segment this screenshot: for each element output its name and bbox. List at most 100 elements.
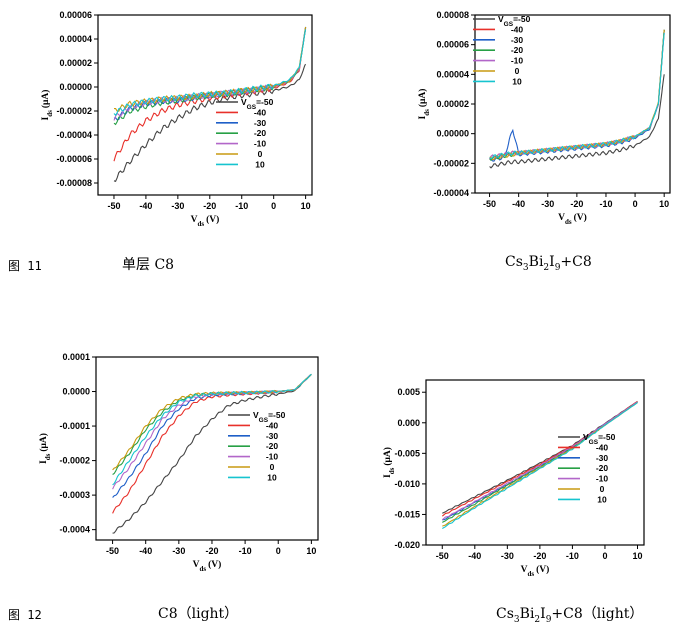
- y-tick-label: -0.0004: [59, 525, 90, 535]
- legend-label: 0: [600, 484, 605, 494]
- x-tick-label: 10: [306, 546, 316, 556]
- legend-label: 10: [267, 472, 277, 482]
- x-tick-label: 10: [632, 551, 642, 561]
- x-tick-label: -50: [107, 201, 120, 211]
- y-tick-label: -0.00002: [433, 158, 469, 168]
- x-axis-label: Vds (V): [521, 564, 550, 578]
- y-tick-label: -0.00006: [56, 154, 92, 164]
- legend-label: 10: [512, 76, 522, 86]
- y-tick-label: 0.0001: [62, 352, 90, 362]
- x-tick-label: -10: [235, 201, 248, 211]
- y-axis-label: Ids(μA): [417, 89, 431, 120]
- y-tick-label: 0.00002: [436, 99, 469, 109]
- y-tick-label: -0.015: [394, 509, 420, 519]
- plot-frame: [97, 14, 313, 196]
- legend-label: -10: [511, 56, 524, 66]
- x-tick-label: 10: [659, 199, 669, 209]
- legend-label: -20: [596, 463, 609, 473]
- plot-frame: [425, 379, 645, 546]
- y-tick-label: 0.0000: [62, 387, 90, 397]
- y-tick-label: -0.00002: [56, 106, 92, 116]
- x-tick-label: -30: [501, 551, 514, 561]
- y-tick-label: 0.00004: [59, 34, 92, 44]
- legend-label: -20: [254, 128, 267, 138]
- y-tick-label: 0.00002: [59, 58, 92, 68]
- x-tick-label: -10: [566, 551, 579, 561]
- y-axis-label: Ids(μA): [38, 433, 52, 464]
- caption-cs3bi2i9-c8: Cs3Bi2I9+C8: [505, 254, 592, 273]
- y-tick-label: -0.005: [394, 448, 420, 458]
- chart-monolayer-c8: -50 -40 -30 -20 -10 0 100.000060.000040.000020…: [40, 10, 313, 228]
- caption-monolayer-c8: 单层 C8: [122, 257, 175, 273]
- series-line: [113, 63, 307, 182]
- y-tick-label: -0.010: [394, 479, 420, 489]
- legend-label: 10: [255, 159, 265, 169]
- plot-frame: [474, 14, 671, 194]
- series-line: [113, 26, 307, 126]
- series-line: [489, 74, 665, 169]
- figure-11-label: 图 11: [8, 259, 42, 273]
- legend-label: -30: [596, 453, 609, 463]
- x-tick-label: -40: [139, 201, 152, 211]
- y-tick-label: -0.020: [394, 540, 420, 550]
- chart-cs3bi2i9-c8-light: -50 -40 -30 -20 -10 0 100.0050.000-0.005-0.010…: [382, 379, 645, 578]
- y-tick-label: 0.00004: [436, 69, 469, 79]
- x-axis-label: Vds (V): [193, 559, 222, 573]
- series-line: [112, 373, 312, 471]
- y-axis-label: Ids(μA): [40, 90, 54, 121]
- y-tick-label: 0.00000: [59, 82, 92, 92]
- x-tick-label: -10: [239, 546, 252, 556]
- legend-label: -40: [511, 24, 524, 34]
- series-line: [489, 29, 665, 162]
- series-line: [442, 401, 638, 521]
- legend-label: -40: [596, 442, 609, 452]
- y-tick-label: -0.0002: [59, 456, 90, 466]
- y-tick-label: -0.00004: [56, 130, 92, 140]
- x-tick-label: -20: [203, 201, 216, 211]
- y-tick-label: -0.0001: [59, 421, 90, 431]
- x-tick-label: -50: [483, 199, 496, 209]
- x-tick-label: -30: [171, 201, 184, 211]
- legend-label: -30: [266, 431, 279, 441]
- x-tick-label: -20: [205, 546, 218, 556]
- series-line: [113, 29, 307, 117]
- legend-label: -10: [596, 474, 609, 484]
- x-tick-label: 0: [276, 546, 281, 556]
- y-tick-label: 0.005: [397, 387, 420, 397]
- series-line: [112, 373, 312, 534]
- y-tick-label: 0.00000: [436, 129, 469, 139]
- legend-label: 0: [515, 66, 520, 76]
- series-line: [489, 32, 665, 160]
- legend-label: -20: [266, 441, 279, 451]
- series-line: [113, 26, 307, 121]
- figure-12-label: 图 12: [8, 608, 42, 622]
- x-tick-label: -10: [599, 199, 612, 209]
- series-line: [442, 402, 638, 529]
- series-line: [441, 400, 638, 517]
- y-tick-label: 0.00006: [436, 40, 469, 50]
- legend-label: -10: [266, 452, 279, 462]
- x-tick-label: -30: [172, 546, 185, 556]
- x-tick-label: -40: [139, 546, 152, 556]
- x-tick-label: -30: [541, 199, 554, 209]
- legend-label: -20: [511, 45, 524, 55]
- series-line: [442, 400, 638, 514]
- legend-label: 0: [270, 462, 275, 472]
- x-tick-label: -50: [436, 551, 449, 561]
- plot-frame: [95, 356, 319, 541]
- y-tick-label: -0.00008: [56, 178, 92, 188]
- y-tick-label: -0.0003: [59, 490, 90, 500]
- legend-label: -30: [511, 35, 524, 45]
- x-axis-label: Vds (V): [558, 212, 587, 226]
- x-tick-label: -50: [106, 546, 119, 556]
- chart-c8-light: -50 -40 -30 -20 -10 0 100.00010.0000-0.0001-0.…: [38, 352, 319, 573]
- y-tick-label: 0.000: [397, 418, 420, 428]
- x-tick-label: -40: [512, 199, 525, 209]
- y-tick-label: 0.00008: [436, 10, 469, 20]
- legend-label: -10: [254, 139, 267, 149]
- series-line: [441, 401, 638, 521]
